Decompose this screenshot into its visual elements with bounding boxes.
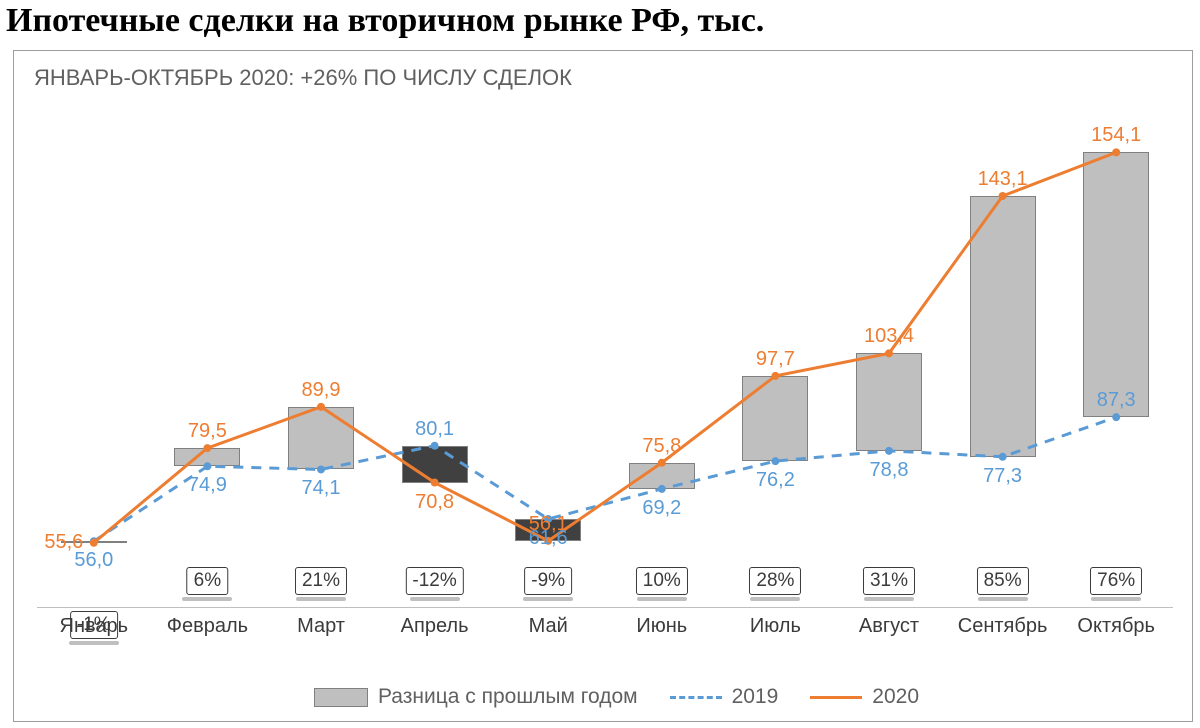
- value-label-2020: 89,9: [302, 379, 341, 402]
- legend-swatch-2020: [810, 696, 862, 699]
- pct-change-box: 31%: [863, 567, 915, 595]
- x-axis-month-label: Февраль: [167, 615, 248, 638]
- legend-label-diff: Разница с прошлым годом: [378, 685, 638, 709]
- x-axis-month-label: Март: [297, 615, 345, 638]
- value-label-2020: 154,1: [1091, 124, 1141, 147]
- marker-2019: [203, 462, 211, 470]
- legend-label-2019: 2019: [732, 685, 779, 709]
- pct-change-box: 10%: [636, 567, 688, 595]
- x-axis-month-label: Сентябрь: [958, 615, 1048, 638]
- pct-change-box: 76%: [1090, 567, 1142, 595]
- x-axis-month-label: Май: [529, 615, 568, 638]
- legend-item-diff: Разница с прошлым годом: [314, 685, 638, 709]
- pct-change-box: -9%: [524, 567, 572, 595]
- value-label-2020: 70,8: [415, 491, 454, 514]
- marker-2020: [1112, 148, 1120, 156]
- value-label-2019: 77,3: [983, 465, 1022, 488]
- x-axis-month-label: Январь: [60, 615, 129, 638]
- chart-legend: Разница с прошлым годом 2019 2020: [314, 685, 919, 709]
- legend-item-2019: 2019: [670, 685, 779, 709]
- pct-shadow: [296, 597, 346, 601]
- value-label-2019: 74,1: [302, 477, 341, 500]
- pct-shadow: [864, 597, 914, 601]
- value-label-2020: 75,8: [642, 435, 681, 458]
- pct-shadow: [69, 641, 119, 645]
- page-root: Ипотечные сделки на вторичном рынке РФ, …: [0, 0, 1200, 728]
- marker-2019: [771, 457, 779, 465]
- pct-shadow: [637, 597, 687, 601]
- legend-label-2020: 2020: [872, 685, 919, 709]
- value-label-2020: 56,1: [529, 513, 568, 536]
- value-label-2020: 103,4: [864, 325, 914, 348]
- marker-2020: [658, 459, 666, 467]
- marker-2019: [1112, 413, 1120, 421]
- chart-frame: ЯНВАРЬ-ОКТЯБРЬ 2020: +26% ПО ЧИСЛУ СДЕЛО…: [13, 50, 1193, 722]
- pct-change-box: 85%: [977, 567, 1029, 595]
- line-layer: [37, 129, 1173, 565]
- pct-shadow: [750, 597, 800, 601]
- value-label-2019: 74,9: [188, 474, 227, 497]
- legend-swatch-diff: [314, 688, 368, 707]
- chart-subtitle: ЯНВАРЬ-ОКТЯБРЬ 2020: +26% ПО ЧИСЛУ СДЕЛО…: [34, 65, 572, 91]
- x-axis-month-label: Август: [859, 615, 919, 638]
- marker-2020: [431, 479, 439, 487]
- marker-2019: [885, 447, 893, 455]
- chart-plot-area: 56,074,974,180,161,669,276,278,877,387,3…: [37, 129, 1173, 565]
- legend-swatch-2019: [670, 696, 722, 699]
- pct-change-box: 6%: [187, 567, 228, 595]
- value-label-2019: 78,8: [870, 459, 909, 482]
- x-axis-month-label: Июнь: [636, 615, 687, 638]
- pct-shadow: [523, 597, 573, 601]
- x-axis-baseline: [37, 607, 1173, 608]
- value-label-2019: 76,2: [756, 469, 795, 492]
- marker-2020: [317, 403, 325, 411]
- pct-change-box: 21%: [295, 567, 347, 595]
- marker-2019: [658, 485, 666, 493]
- marker-2019: [431, 442, 439, 450]
- pct-change-box: -12%: [405, 567, 463, 595]
- pct-change-box: 28%: [749, 567, 801, 595]
- marker-2020: [885, 349, 893, 357]
- value-label-2019: 80,1: [415, 418, 454, 441]
- x-axis-month-label: Апрель: [401, 615, 469, 638]
- value-label-2020: 97,7: [756, 348, 795, 371]
- marker-2019: [317, 465, 325, 473]
- value-label-2019: 87,3: [1097, 389, 1136, 412]
- line-2020: [94, 152, 1116, 542]
- marker-2020: [203, 444, 211, 452]
- value-label-2020: 143,1: [978, 168, 1028, 191]
- marker-2020: [999, 192, 1007, 200]
- marker-2020: [771, 372, 779, 380]
- x-axis-month-label: Октябрь: [1077, 615, 1155, 638]
- pct-shadow: [410, 597, 460, 601]
- value-label-2019: 69,2: [642, 497, 681, 520]
- marker-2019: [999, 453, 1007, 461]
- pct-shadow: [182, 597, 232, 601]
- chart-main-title: Ипотечные сделки на вторичном рынке РФ, …: [6, 2, 764, 40]
- pct-shadow: [978, 597, 1028, 601]
- value-label-2020: 79,5: [188, 420, 227, 443]
- pct-shadow: [1091, 597, 1141, 601]
- line-2019: [94, 417, 1116, 541]
- x-axis-month-label: Июль: [750, 615, 801, 638]
- marker-2020: [90, 539, 98, 547]
- value-label-2020: 55,6: [44, 531, 83, 554]
- legend-item-2020: 2020: [810, 685, 919, 709]
